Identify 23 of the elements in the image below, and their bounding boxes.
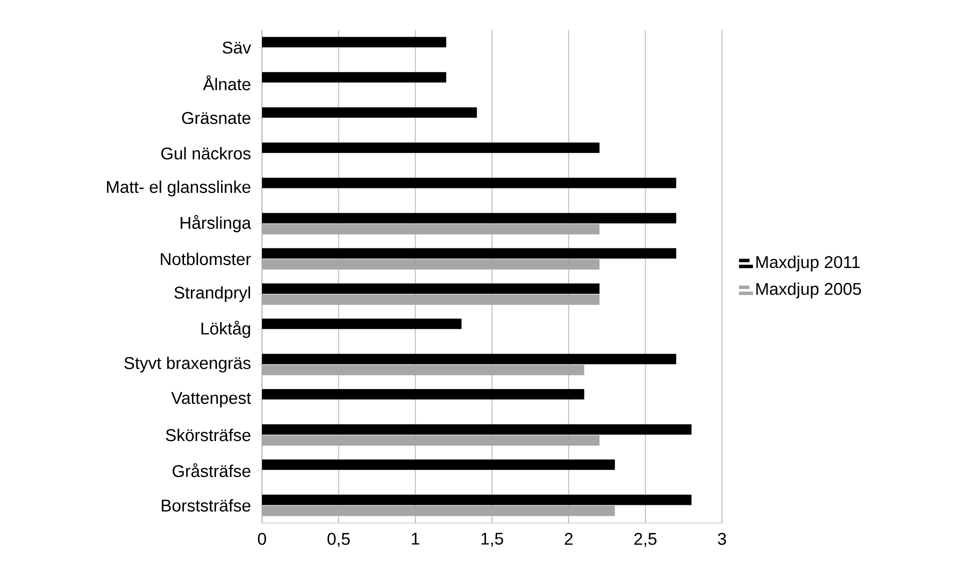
y-tick-label: Vattenpest <box>171 392 251 408</box>
y-tick-label: Säv <box>222 42 252 54</box>
y-tick-label: Styvt braxengräs <box>124 356 250 372</box>
y-tick-label: Ålnate <box>202 75 250 90</box>
x-tick-label: 1,5 <box>481 532 504 547</box>
legend-label: Maxdjup 2011 <box>756 256 860 272</box>
x-tick-label: 0,5 <box>328 532 350 547</box>
x-tick-label: 0 <box>258 532 266 545</box>
x-tick-label: 2 <box>564 532 573 545</box>
y-tick-label: Matt- el glansslinke <box>107 180 250 196</box>
y-tick-label: Skörsträfse <box>166 428 250 442</box>
y-tick-label: Gräsnate <box>182 112 250 124</box>
y-tick-label: Gråsträfse <box>172 463 250 478</box>
x-tick-label: 1 <box>412 532 420 545</box>
y-tick-label: Notblomster <box>160 252 251 266</box>
y-tick-label: Strandpryl <box>174 286 250 302</box>
y-tick-label: Löktåg <box>201 320 250 338</box>
x-tick-label: 2,5 <box>634 532 656 547</box>
x-tick-label: 3 <box>718 532 726 545</box>
y-tick-label: Gul näckros <box>161 147 250 160</box>
y-tick-label: Borststräfse <box>162 499 250 512</box>
legend-label: Maxdjup 2005 <box>756 282 862 298</box>
y-tick-label: Hårslinga <box>180 215 252 232</box>
